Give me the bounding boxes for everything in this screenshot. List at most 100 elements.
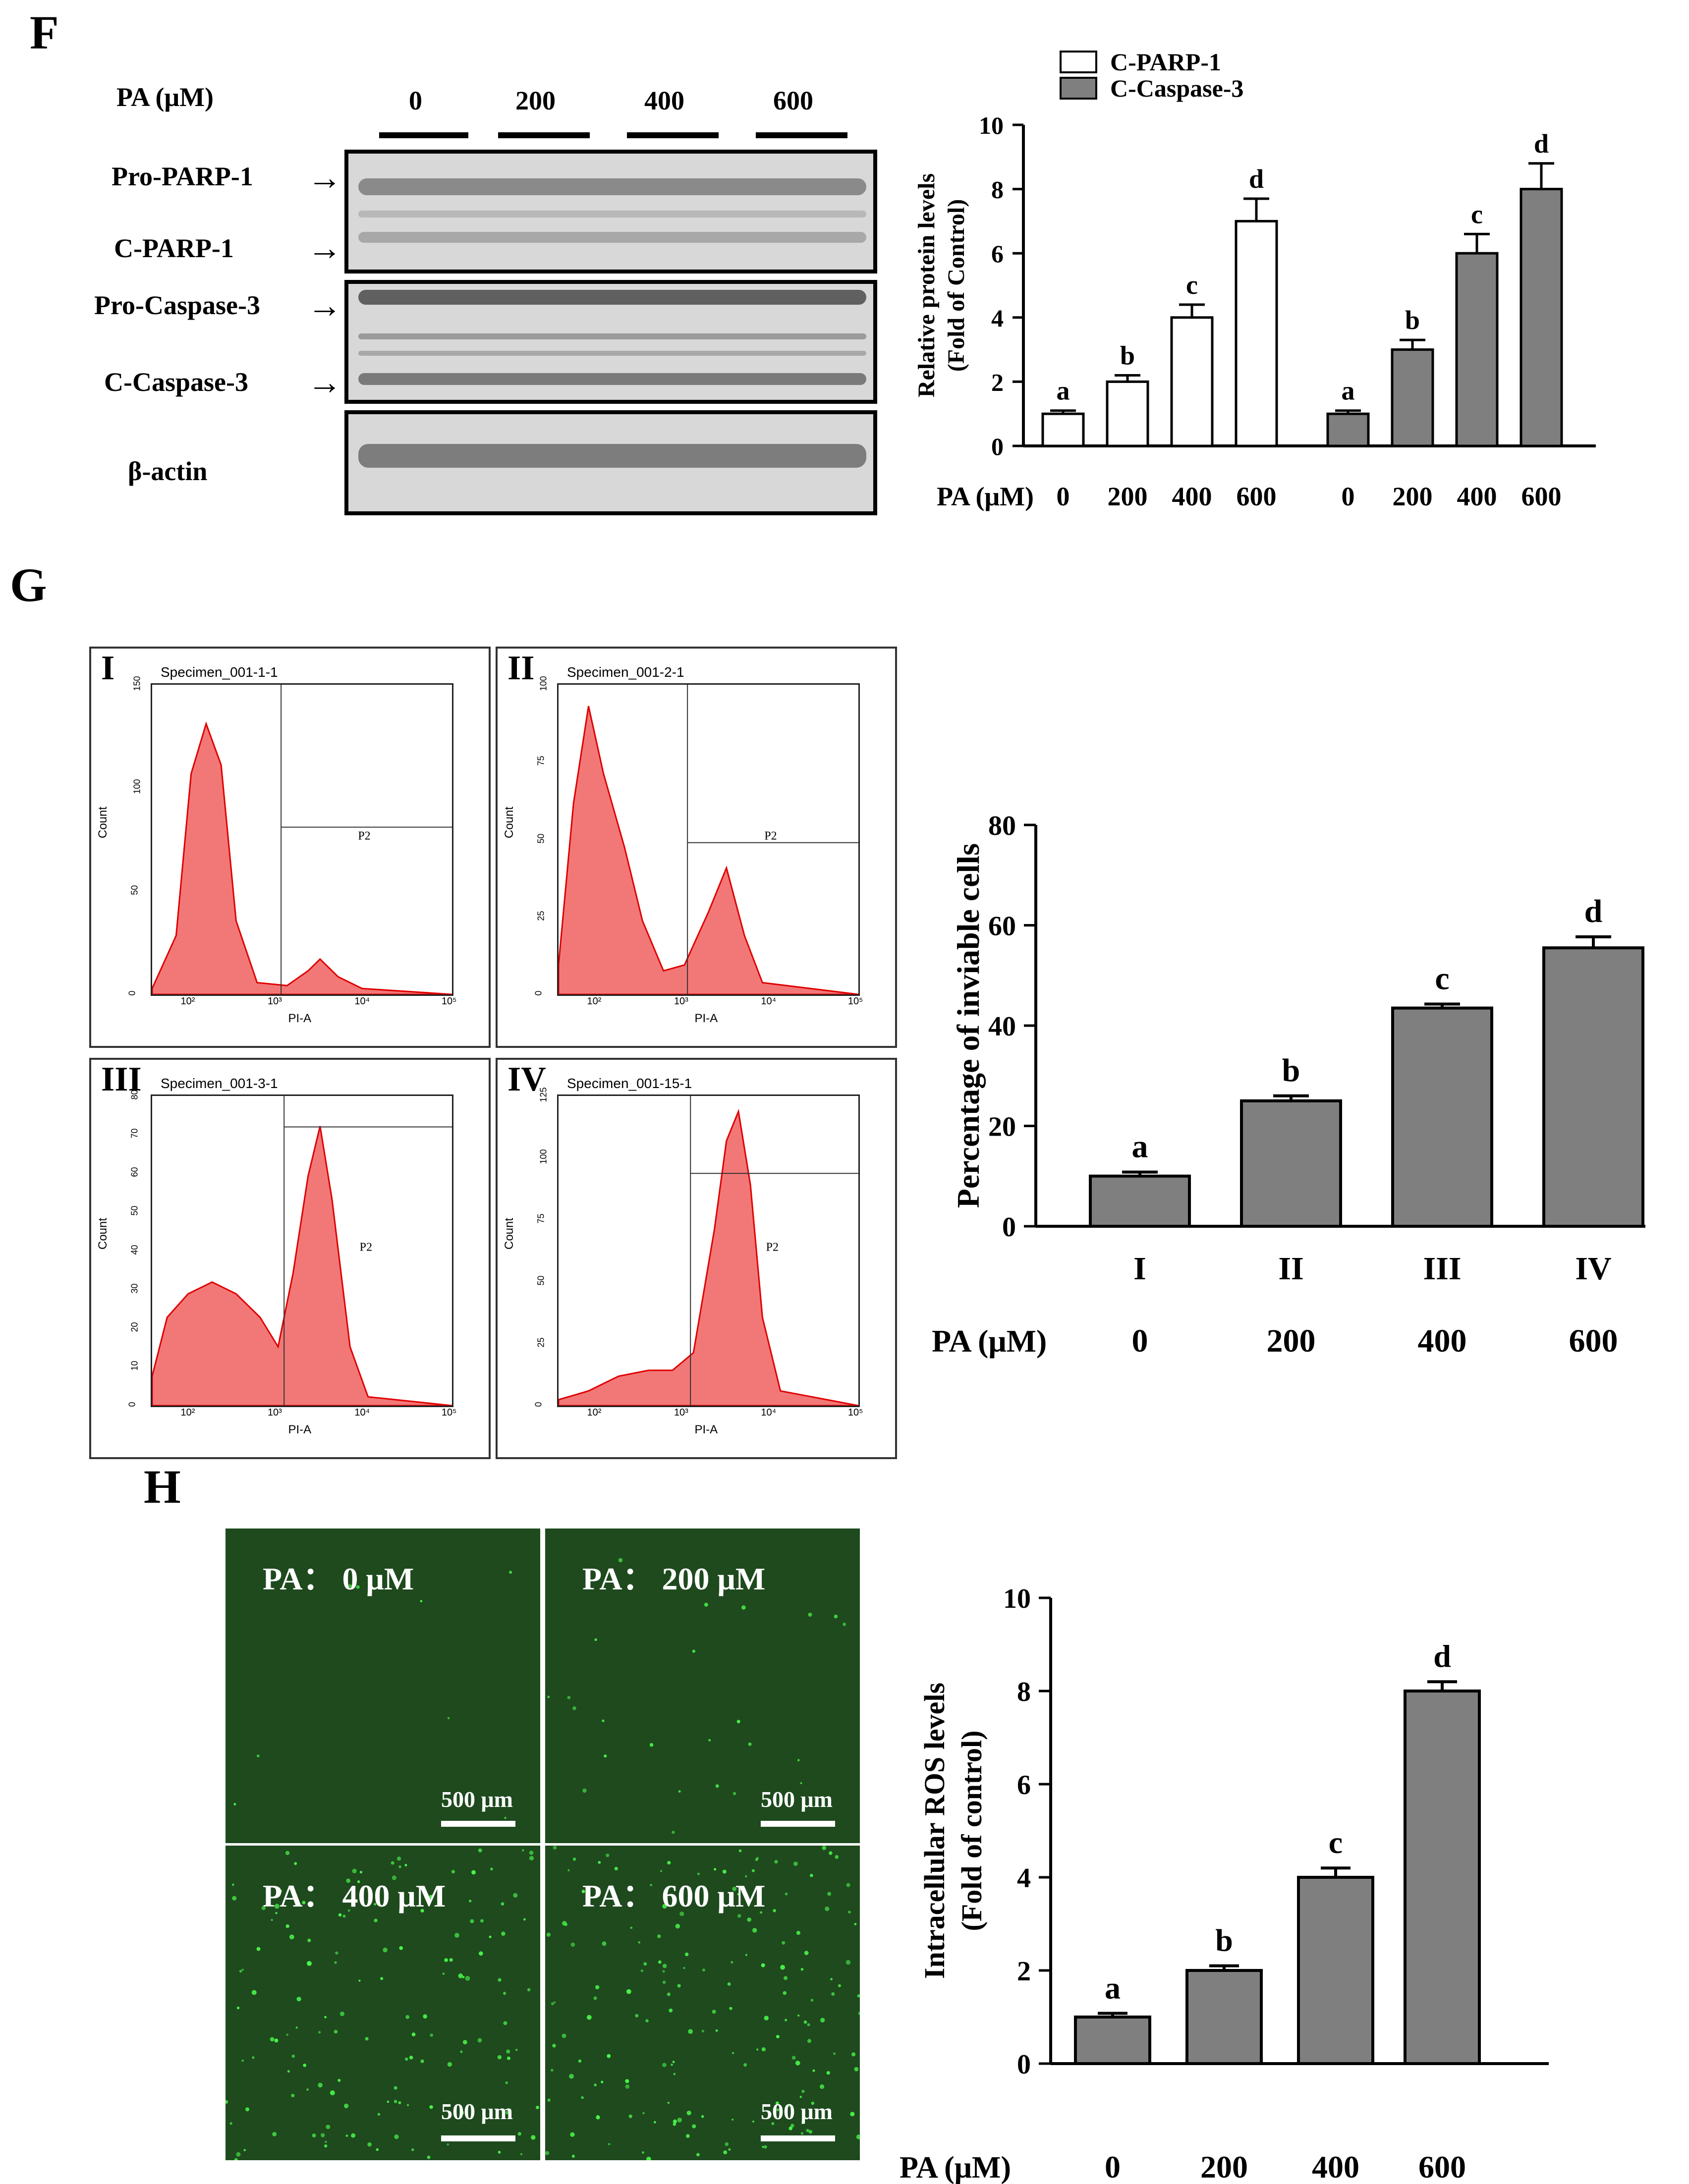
gate-label-p2: P2	[358, 830, 370, 843]
flow-y-tick: 50	[536, 1275, 546, 1286]
flow-panel-roman: I	[101, 649, 115, 687]
legend-label: C-PARP-1	[1110, 50, 1221, 76]
flow-y-tick: 10	[129, 1361, 140, 1371]
y-tick-label: 0	[1002, 1212, 1016, 1243]
x-dose-label: 0	[1132, 1323, 1148, 1359]
micrograph-0: PA： 0 μM 500 μm	[225, 1529, 540, 1843]
blot-dose-0: 0	[409, 86, 422, 115]
y-tick-label: 40	[988, 1011, 1016, 1042]
y-tick-label: 6	[1017, 1770, 1031, 1801]
y-tick-label: 8	[1017, 1677, 1031, 1707]
bar-III	[1391, 1006, 1493, 1228]
bar-c-caspase-3-400	[1455, 252, 1499, 447]
fluorescence-dots	[545, 1846, 860, 2160]
bar-c-caspase-3-600	[1520, 188, 1563, 447]
scale-bar	[441, 1821, 515, 1827]
flow-x-tick: 10²	[587, 996, 602, 1007]
bar-400	[1297, 1876, 1374, 2065]
lane-bar	[498, 132, 590, 138]
flow-x-tick: 10²	[587, 1407, 602, 1418]
histogram-area	[559, 1108, 858, 1406]
bar-c-parp-1-0	[1041, 412, 1085, 447]
bar-c-caspase-3-200	[1391, 348, 1434, 447]
gate-label-p2: P2	[766, 1241, 779, 1254]
blot-label-pro-caspase3: Pro-Caspase-3	[94, 290, 260, 320]
histogram-area	[152, 1126, 452, 1406]
fluorescence-dots	[225, 1848, 540, 2160]
flow-y-tick: 100	[538, 1149, 549, 1164]
x-tick-label: 400	[1457, 482, 1497, 511]
y-tick-label: 10	[979, 111, 1004, 139]
sig-letter: a	[1132, 1129, 1148, 1165]
scale-bar-label: 500 μm	[761, 2099, 833, 2124]
arrow-icon: →	[307, 364, 342, 402]
blot-label-pro-parp1: Pro-PARP-1	[112, 162, 253, 191]
micrograph-3: PA： 600 μM 500 μm	[545, 1846, 860, 2160]
chart-h: 0 2 4 6 8 10 Intracellular ROS levels (Fold of …	[900, 1583, 1549, 2184]
flow-y-label: Count	[503, 806, 516, 838]
y-tick-label: 2	[991, 368, 1004, 396]
blot-beta-actin	[344, 410, 877, 515]
flow-x-tick: 10⁴	[354, 996, 370, 1007]
flow-y-label: Count	[96, 806, 110, 838]
blot-parp1	[344, 150, 877, 273]
bar-I	[1089, 1174, 1191, 1228]
x-tick-label: 0	[1057, 482, 1070, 511]
micrograph-label: PA： 400 μM	[263, 1878, 446, 1913]
sig-letter: d	[1433, 1638, 1451, 1674]
flow-y-tick: 40	[129, 1244, 140, 1255]
legend-label: C-Caspase-3	[1110, 74, 1243, 102]
y-axis-label-line2: (Fold of Control)	[943, 199, 969, 372]
x-tick-label: 600	[1237, 482, 1277, 511]
x-tick-label: 400	[1312, 2149, 1359, 2184]
micrograph-2: PA： 400 μM 500 μm	[225, 1846, 540, 2160]
flow-y-tick: 25	[536, 911, 546, 921]
flow-x-label: PI-A	[288, 1423, 312, 1436]
flow-x-tick: 10⁴	[354, 1407, 370, 1418]
sig-letter: a	[1105, 1970, 1121, 2005]
flow-x-tick: 10⁵	[441, 996, 457, 1007]
flow-x-tick: 10⁴	[761, 996, 777, 1007]
sig-letter: c	[1329, 1825, 1343, 1860]
flow-x-tick: 10³	[674, 996, 688, 1007]
scale-bar-label: 500 μm	[761, 1787, 833, 1812]
flow-y-tick: 0	[533, 990, 544, 996]
blot-pa-header: PA (μM)	[116, 82, 214, 112]
blot-label-c-caspase3: C-Caspase-3	[104, 367, 248, 397]
flow-panel-roman: II	[507, 649, 535, 687]
flow-x-tick: 10⁵	[441, 1407, 457, 1418]
y-axis-label-line2: (Fold of control)	[956, 1731, 988, 1931]
blot-label-c-parp1: C-PARP-1	[114, 233, 234, 263]
flow-x-label: PI-A	[694, 1012, 718, 1025]
bar-0	[1074, 2016, 1151, 2065]
x-tick-label: 400	[1172, 482, 1212, 511]
flow-y-tick: 75	[536, 756, 546, 766]
flow-x-tick: 10³	[674, 1407, 688, 1418]
flow-plot: P2	[151, 1094, 453, 1407]
y-tick-label: 6	[991, 240, 1004, 268]
flow-x-label: PI-A	[288, 1012, 312, 1025]
flow-y-tick: 150	[132, 676, 142, 691]
arrow-icon: →	[307, 159, 342, 197]
y-tick-label: 8	[991, 176, 1004, 204]
flow-histogram-iv: IV Specimen_001-15-1 Count PI-A 10² 10³ 10⁴ 10⁵…	[496, 1058, 897, 1459]
legend-swatch	[1060, 51, 1097, 73]
gate-label-p2: P2	[360, 1241, 372, 1254]
x-tick-label: II	[1278, 1251, 1303, 1287]
sig-letter: c	[1471, 199, 1483, 229]
y-tick-label: 0	[991, 433, 1004, 460]
flow-panel-roman: III	[101, 1060, 142, 1098]
bar-600	[1404, 1690, 1481, 2065]
flow-plot: P2	[557, 1094, 860, 1407]
scale-bar	[761, 2135, 835, 2141]
histogram-area	[152, 721, 452, 994]
y-axis-label-line1: Intracellular ROS levels	[918, 1683, 951, 1979]
x-dose-label: 400	[1418, 1323, 1467, 1359]
flow-specimen-title: Specimen_001-15-1	[567, 1076, 692, 1091]
y-tick-label: 60	[988, 911, 1016, 942]
legend-swatch	[1060, 77, 1097, 100]
arrow-icon: →	[307, 229, 342, 268]
scale-bar-label: 500 μm	[441, 1787, 513, 1812]
sig-letter: b	[1120, 340, 1135, 370]
flow-x-tick: 10⁵	[847, 996, 863, 1007]
